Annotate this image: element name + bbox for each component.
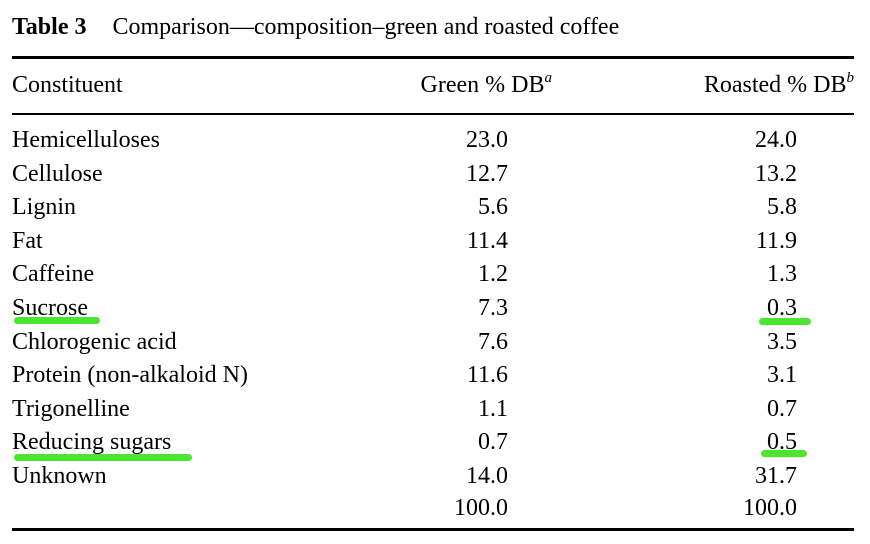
cell-roasted: 0.7 xyxy=(767,396,797,422)
header-constituent: Constituent xyxy=(12,72,123,98)
cell-constituent: Reducing sugars xyxy=(12,429,172,455)
cell-constituent: Lignin xyxy=(12,194,76,220)
cell-green: 7.6 xyxy=(478,329,508,355)
header-rule xyxy=(12,113,854,115)
footnote-marker-b: b xyxy=(846,70,855,86)
cell-green: 7.3 xyxy=(478,295,508,321)
header-green: Green % DBa xyxy=(421,70,552,100)
header-roasted-label: Roasted % DB xyxy=(703,72,847,98)
cell-constituent: Caffeine xyxy=(12,261,95,287)
header-green-label: Green % DB xyxy=(420,72,545,98)
cell-roasted: 11.9 xyxy=(755,228,797,254)
cell-green: 5.6 xyxy=(478,194,508,220)
cell-green: 11.6 xyxy=(466,362,508,388)
table-caption: Table 3 Comparison—composition–green and … xyxy=(12,12,619,42)
cell-roasted: 31.7 xyxy=(755,463,797,489)
highlight-sucrose xyxy=(14,317,100,324)
cell-constituent: Protein (non-alkaloid N) xyxy=(12,362,248,388)
footnote-marker-a: a xyxy=(544,70,553,86)
header-roasted: Roasted % DBb xyxy=(704,70,854,100)
highlight-reducing-sugars-roasted xyxy=(761,450,807,457)
cell-roasted: 3.1 xyxy=(767,362,797,388)
cell-constituent: Fat xyxy=(12,228,43,254)
cell-roasted: 13.2 xyxy=(755,161,797,187)
highlight-reducing-sugars xyxy=(14,454,192,461)
cell-constituent: Trigonelline xyxy=(12,396,130,422)
cell-roasted: 3.5 xyxy=(767,329,797,355)
top-rule xyxy=(12,56,854,59)
table-title: Comparison—composition–green and roasted… xyxy=(112,14,620,40)
table-number: Table 3 xyxy=(12,14,87,40)
bottom-rule xyxy=(12,528,854,531)
cell-constituent: Hemicelluloses xyxy=(12,127,160,153)
cell-constituent: Sucrose xyxy=(12,295,88,321)
cell-roasted: 1.3 xyxy=(767,261,797,287)
cell-constituent: Chlorogenic acid xyxy=(12,329,177,355)
cell-green: 11.4 xyxy=(466,228,508,254)
total-green: 100.0 xyxy=(454,495,508,521)
cell-green: 0.7 xyxy=(478,429,508,455)
cell-green: 1.2 xyxy=(478,261,508,287)
cell-green: 23.0 xyxy=(466,127,508,153)
cell-green: 1.1 xyxy=(478,396,508,422)
cell-roasted: 24.0 xyxy=(755,127,797,153)
cell-roasted: 0.5 xyxy=(767,429,797,455)
cell-green: 14.0 xyxy=(466,463,508,489)
total-roasted: 100.0 xyxy=(743,495,797,521)
cell-roasted: 0.3 xyxy=(767,295,797,321)
cell-constituent: Unknown xyxy=(12,463,107,489)
cell-green: 12.7 xyxy=(466,161,508,187)
cell-constituent: Cellulose xyxy=(12,161,103,187)
highlight-sucrose-roasted xyxy=(759,318,811,325)
cell-roasted: 5.8 xyxy=(767,194,797,220)
